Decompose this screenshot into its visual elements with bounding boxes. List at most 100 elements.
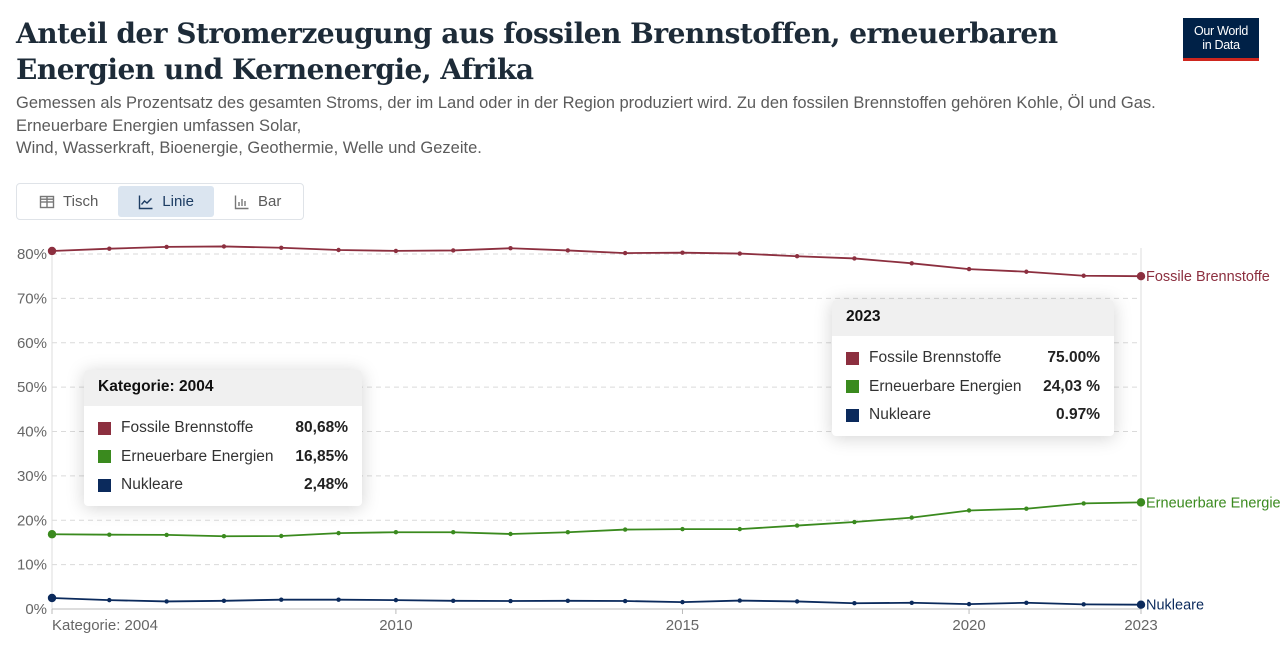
data-point xyxy=(393,597,399,603)
x-axis: Kategorie: 2004 2010 2015 2020 2023 xyxy=(51,248,1158,634)
tooltip-series-name: Erneuerbare Energien xyxy=(869,377,1022,395)
legend-swatch-nuclear xyxy=(846,408,859,422)
data-point xyxy=(451,248,456,253)
legend-swatch-renewables xyxy=(846,380,859,394)
table-icon xyxy=(39,195,55,208)
tooltip-series-name: Fossile Brennstoffe xyxy=(121,419,254,437)
data-point xyxy=(565,598,571,603)
chart-subtitle: Gemessen als Prozentsatz des gesamten St… xyxy=(16,92,1236,160)
y-tick-label: 10% xyxy=(17,557,47,574)
logo-line: Our World xyxy=(1193,24,1249,38)
data-point xyxy=(508,246,513,251)
chart-type-tabs: Tisch Linie Bar xyxy=(16,183,305,220)
data-point xyxy=(164,532,169,538)
x-tick-label: 2015 xyxy=(666,617,699,634)
logo-line: in Data xyxy=(1202,38,1240,52)
data-point xyxy=(1081,501,1086,506)
subtitle-line: Erneuerbare Energien umfassen Solar, xyxy=(16,116,302,135)
legend-swatch-renewables xyxy=(98,450,111,464)
data-point xyxy=(680,599,685,605)
data-point xyxy=(279,533,284,539)
data-point xyxy=(852,256,857,261)
tab-bar[interactable]: Bar xyxy=(214,186,301,217)
y-tick-label: 0% xyxy=(25,601,47,618)
series-line xyxy=(51,597,1142,606)
tooltip-value: 0.97% xyxy=(1056,406,1100,424)
data-point xyxy=(107,597,112,603)
y-axis-ticks: 0% 10% 20% 30% 40% 50% 60% 70% 80% xyxy=(17,246,47,618)
tooltip-row: Fossile Brennstoffe 80,68% xyxy=(98,414,348,443)
tooltip-series-name: Erneuerbare Energien xyxy=(121,447,274,465)
data-point xyxy=(508,598,513,604)
data-point xyxy=(47,530,57,539)
tooltip-series-name: Fossile Brennstoffe xyxy=(869,349,1002,367)
y-tick-label: 50% xyxy=(17,379,47,396)
data-point xyxy=(451,598,456,603)
series-end-label: Erneuerbare Energien xyxy=(1146,495,1280,511)
series-line xyxy=(51,501,1142,538)
tooltip-2004: Kategorie: 2004 Fossile Brennstoffe 80,6… xyxy=(84,370,362,506)
tooltip-series-name: Nukleare xyxy=(121,476,184,494)
x-tick-label: Kategorie: 2004 xyxy=(52,617,158,634)
x-tick-label: 2023 xyxy=(1124,617,1157,634)
data-point xyxy=(1136,600,1146,609)
data-point xyxy=(164,599,169,604)
tooltip-2023: 2023 Fossile Brennstoffe 75.00% Erneuerb… xyxy=(832,300,1114,436)
tooltip-value: 2,48% xyxy=(304,476,348,494)
data-point xyxy=(794,599,800,604)
data-point xyxy=(107,246,112,251)
data-point xyxy=(966,601,972,607)
data-point xyxy=(565,530,571,535)
data-point xyxy=(737,251,742,256)
data-point xyxy=(221,598,227,603)
tooltip-row: Fossile Brennstoffe 75.00% xyxy=(846,344,1100,373)
data-point xyxy=(393,248,399,254)
data-point xyxy=(1024,506,1029,511)
subtitle-line: Gemessen als Prozentsatz des gesamten St… xyxy=(16,94,1156,112)
series-end-label: Nukleare xyxy=(1146,598,1204,614)
series-erneuerbare-energien xyxy=(47,498,1146,539)
data-point xyxy=(336,530,341,536)
data-point xyxy=(622,598,628,604)
y-tick-label: 80% xyxy=(17,246,47,263)
data-point xyxy=(680,526,685,532)
subtitle-line: Wind, Wasserkraft, Bioenergie, Geothermi… xyxy=(16,139,482,157)
data-point xyxy=(221,244,227,249)
tooltip-series-name: Nukleare xyxy=(869,406,932,424)
tooltip-row: Erneuerbare Energien 24,03 % xyxy=(846,373,1100,402)
data-point xyxy=(966,266,972,272)
y-tick-label: 20% xyxy=(17,512,47,529)
tooltip-value: 24,03 % xyxy=(1043,377,1100,395)
data-point xyxy=(852,519,857,525)
tooltip-value: 16,85% xyxy=(295,447,348,465)
legend-swatch-fossil xyxy=(846,351,859,365)
data-point xyxy=(336,247,341,253)
series-line xyxy=(51,245,1142,278)
tooltip-row: Erneuerbare Energien 16,85% xyxy=(98,443,348,472)
data-point xyxy=(107,532,112,537)
tab-table[interactable]: Tisch xyxy=(19,186,118,217)
tooltip-title: Kategorie: 2004 xyxy=(84,370,362,406)
data-point xyxy=(1024,600,1029,605)
end-labels: Fossile Brennstoffe Erneuerbare Energien N… xyxy=(1146,269,1280,614)
chart-title: Anteil der Stromerzeugung aus fossilen B… xyxy=(16,17,1058,86)
data-point xyxy=(279,597,284,602)
y-tick-label: 40% xyxy=(17,424,47,441)
data-point xyxy=(279,245,284,250)
data-point xyxy=(47,246,57,256)
data-point xyxy=(221,534,227,539)
tab-label: Bar xyxy=(257,193,282,210)
legend-swatch-nuclear xyxy=(98,478,111,492)
data-point xyxy=(622,250,628,256)
owid-logo[interactable]: Our World in Data xyxy=(1183,18,1259,61)
data-point xyxy=(680,250,685,255)
data-point xyxy=(1136,271,1146,281)
tab-label: Linie xyxy=(162,193,194,210)
data-point xyxy=(1081,273,1086,278)
bar-chart-icon xyxy=(234,195,249,209)
data-point xyxy=(1024,269,1029,274)
tab-line[interactable]: Linie xyxy=(118,186,214,217)
data-point xyxy=(909,261,914,266)
data-point xyxy=(794,254,800,259)
tooltip-title: 2023 xyxy=(832,300,1114,336)
